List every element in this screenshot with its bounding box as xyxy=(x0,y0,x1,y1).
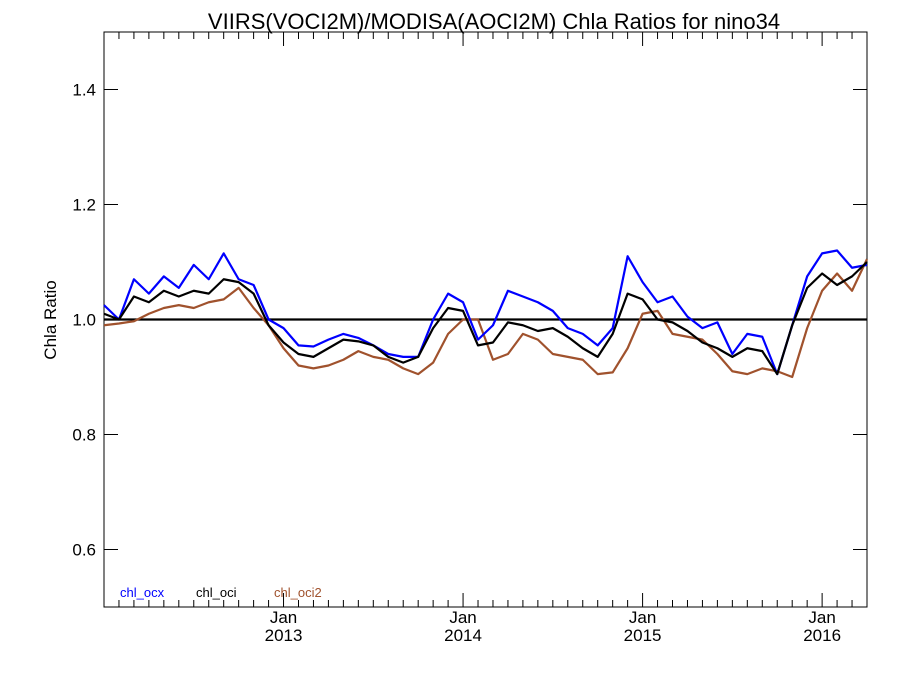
legend-entry-chl-oci: chl_oci xyxy=(196,585,237,600)
x-tick-label-year: 2015 xyxy=(624,626,662,645)
x-tick-label-month: Jan xyxy=(808,608,835,627)
x-tick-label-month: Jan xyxy=(270,608,297,627)
y-tick-label: 1.4 xyxy=(72,81,96,100)
series-line-chl-oci xyxy=(103,261,868,376)
y-tick-label: 1.2 xyxy=(72,196,96,215)
series-lines xyxy=(103,249,868,379)
y-axis-label: Chla Ratio xyxy=(41,280,60,359)
y-axis: 0.6 0.8 1.0 1.2 1.4 xyxy=(72,81,867,560)
x-tick-label-year: 2016 xyxy=(803,626,841,645)
legend-entry-chl-oci2: chl_oci2 xyxy=(274,585,322,600)
chart-title: VIIRS(VOCI2M)/MODISA(AOCI2M) Chla Ratios… xyxy=(208,9,780,34)
y-tick-label: 0.8 xyxy=(72,426,96,445)
x-tick-label-year: 2013 xyxy=(265,626,303,645)
y-tick-label: 1.0 xyxy=(72,311,96,330)
legend: chl_ocx chl_oci chl_oci2 xyxy=(120,585,322,600)
legend-entry-chl-ocx: chl_ocx xyxy=(120,585,165,600)
x-tick-label-month: Jan xyxy=(629,608,656,627)
series-line-chl-oci2 xyxy=(103,258,868,379)
series-line-chl-ocx xyxy=(103,249,868,376)
y-tick-label: 0.6 xyxy=(72,541,96,560)
x-tick-label-month: Jan xyxy=(449,608,476,627)
x-tick-label-year: 2014 xyxy=(444,626,482,645)
